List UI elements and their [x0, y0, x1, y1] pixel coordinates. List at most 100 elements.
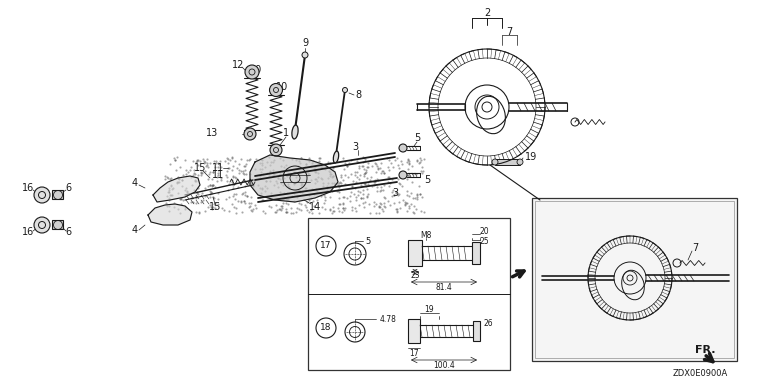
Point: [238, 171, 250, 177]
Point: [316, 204, 328, 210]
Point: [385, 160, 397, 166]
Point: [177, 197, 189, 204]
Point: [233, 161, 245, 167]
Point: [310, 169, 323, 175]
Point: [180, 167, 192, 173]
Point: [189, 177, 201, 184]
Point: [359, 170, 371, 176]
Point: [239, 167, 251, 173]
Point: [223, 165, 236, 171]
Point: [199, 185, 211, 192]
Point: [164, 161, 177, 167]
Point: [306, 185, 319, 192]
Point: [290, 156, 302, 162]
Point: [358, 171, 370, 177]
Point: [402, 156, 415, 162]
Point: [418, 209, 430, 215]
Point: [392, 176, 404, 182]
Point: [207, 169, 220, 175]
Point: [308, 191, 320, 197]
Point: [192, 172, 204, 178]
Point: [257, 171, 269, 177]
Point: [311, 197, 323, 204]
Point: [321, 159, 333, 166]
Point: [185, 174, 197, 180]
Point: [263, 162, 276, 168]
Point: [292, 187, 304, 193]
Point: [159, 176, 171, 182]
Point: [250, 156, 262, 162]
Point: [238, 179, 250, 185]
Point: [319, 206, 331, 212]
Point: [232, 198, 244, 204]
Point: [184, 199, 197, 205]
Text: 20: 20: [480, 227, 490, 235]
Point: [277, 200, 290, 207]
Text: 15: 15: [209, 202, 221, 212]
Point: [202, 182, 214, 189]
Point: [280, 173, 293, 179]
Point: [369, 179, 382, 185]
Point: [349, 172, 361, 178]
Point: [324, 169, 336, 175]
Point: [288, 181, 300, 187]
Point: [302, 172, 314, 178]
Point: [407, 195, 419, 201]
Point: [410, 206, 422, 212]
Point: [291, 194, 303, 200]
Point: [205, 182, 217, 188]
Point: [277, 195, 290, 201]
Point: [204, 182, 216, 188]
Point: [300, 164, 312, 170]
Point: [256, 157, 268, 163]
Point: [356, 163, 368, 169]
Point: [220, 155, 233, 161]
Point: [293, 170, 305, 176]
Point: [399, 201, 412, 207]
Point: [387, 187, 399, 193]
Text: 25: 25: [480, 237, 490, 247]
Point: [166, 192, 178, 198]
Point: [411, 190, 423, 197]
Point: [252, 182, 264, 188]
Point: [239, 163, 251, 169]
Point: [391, 209, 403, 215]
Point: [338, 207, 350, 213]
Point: [197, 197, 210, 203]
Bar: [495, 159, 520, 165]
Point: [250, 166, 262, 172]
Point: [303, 192, 315, 199]
Point: [259, 183, 271, 189]
Point: [415, 157, 428, 163]
Text: 19: 19: [424, 305, 434, 313]
Point: [351, 169, 363, 175]
Point: [341, 195, 353, 201]
Point: [376, 205, 389, 212]
Point: [280, 209, 292, 215]
Point: [200, 163, 213, 169]
Point: [362, 164, 374, 170]
Point: [393, 165, 406, 171]
Point: [167, 156, 180, 162]
Point: [243, 200, 256, 206]
Point: [222, 156, 234, 162]
Point: [238, 198, 250, 204]
Point: [335, 180, 347, 186]
Point: [382, 157, 395, 163]
Point: [187, 199, 200, 205]
Text: 7: 7: [506, 27, 512, 37]
Point: [181, 187, 194, 194]
Point: [391, 155, 403, 161]
Point: [192, 157, 204, 163]
Point: [375, 187, 387, 193]
Point: [338, 194, 350, 200]
Point: [227, 193, 239, 199]
Point: [170, 179, 183, 185]
Point: [378, 170, 390, 176]
Point: [163, 185, 175, 191]
Point: [399, 202, 411, 208]
Point: [384, 202, 396, 208]
Point: [396, 183, 409, 189]
Point: [227, 182, 240, 188]
Point: [378, 182, 390, 188]
